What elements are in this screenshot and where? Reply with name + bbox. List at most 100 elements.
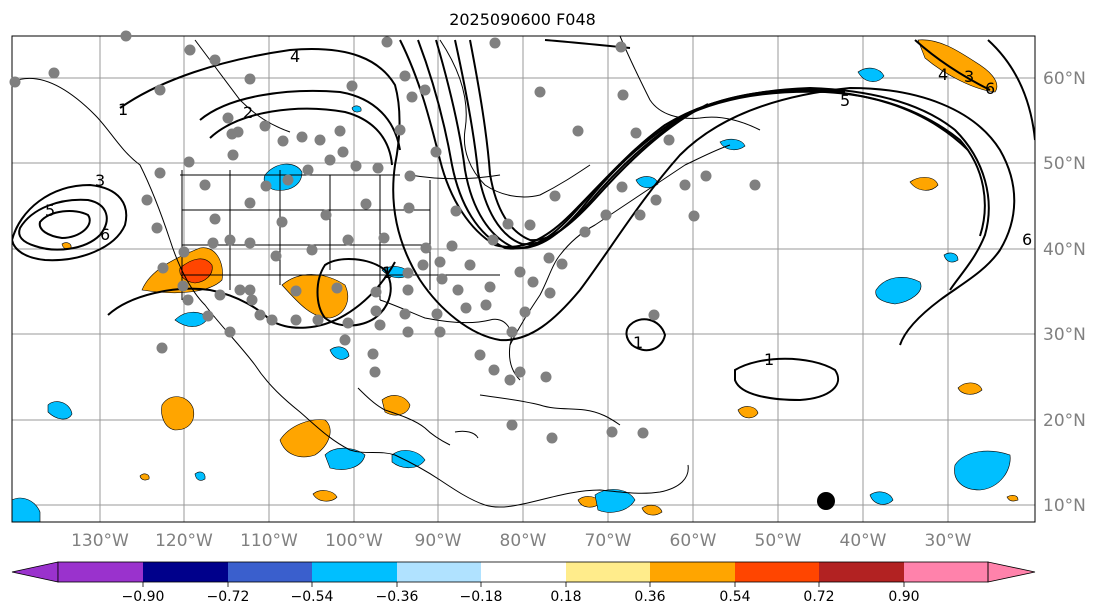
colorbar-segment <box>650 562 735 582</box>
station-dot <box>546 432 558 444</box>
station-dot <box>402 326 414 338</box>
station-dot <box>9 76 21 88</box>
station-dot <box>700 170 712 182</box>
lon-label: 80°W <box>500 531 547 551</box>
station-dot <box>450 205 462 217</box>
station-dot <box>350 160 362 172</box>
station-dot <box>277 135 289 147</box>
station-dot <box>276 216 288 228</box>
station-dot <box>207 237 219 249</box>
latitude-labels: 60°N 50°N 40°N 30°N 20°N 10°N <box>1043 69 1086 516</box>
station-dot <box>224 234 236 246</box>
lat-label: 60°N <box>1043 69 1086 89</box>
station-dot <box>484 281 496 293</box>
station-dot <box>431 308 443 320</box>
station-dot <box>434 326 446 338</box>
station-dot <box>688 210 700 222</box>
station-dot <box>324 154 336 166</box>
station-dot <box>296 131 308 143</box>
lat-label: 10°N <box>1043 496 1086 516</box>
station-dot <box>488 364 500 376</box>
station-dot <box>314 134 326 146</box>
negative-anomaly-areas <box>12 67 1011 522</box>
colorbar-outline <box>57 561 989 583</box>
station-dot <box>254 309 266 321</box>
station-dot <box>634 209 646 221</box>
station-dot <box>600 209 612 221</box>
station-dot <box>663 134 675 146</box>
station-dot <box>464 259 476 271</box>
station-dot <box>650 194 662 206</box>
lon-label: 40°W <box>840 531 887 551</box>
colorbar-arrow-low <box>11 561 59 583</box>
station-dot <box>183 156 195 168</box>
lon-label: 110°W <box>240 531 298 551</box>
station-dot <box>222 112 234 124</box>
station-dot <box>543 252 555 264</box>
station-dot <box>487 234 499 246</box>
station-dot <box>209 54 221 66</box>
station-dot <box>156 342 168 354</box>
contour-label: 1 <box>118 100 128 119</box>
lon-label: 60°W <box>670 531 717 551</box>
station-dot <box>120 30 132 42</box>
station-dot <box>406 91 418 103</box>
lat-label: 40°N <box>1043 240 1086 260</box>
station-dot <box>480 299 492 311</box>
station-dot <box>214 289 226 301</box>
colorbar-segment <box>228 562 312 582</box>
station-markers <box>9 30 761 444</box>
station-dot <box>370 305 382 317</box>
contour-label: 5 <box>45 201 55 220</box>
station-dot <box>648 309 660 321</box>
lat-label: 30°N <box>1043 325 1086 345</box>
station-dot <box>367 348 379 360</box>
station-dot <box>420 242 432 254</box>
station-dot <box>306 244 318 256</box>
station-dot <box>637 427 649 439</box>
map-title: 2025090600 F048 <box>449 10 596 29</box>
station-dot <box>48 67 60 79</box>
station-dot <box>402 284 414 296</box>
colorbar-tick: −0.18 <box>460 589 503 605</box>
station-dot <box>232 126 244 138</box>
station-dot <box>154 167 166 179</box>
colorbar-tick: −0.90 <box>122 589 165 605</box>
station-dot <box>534 86 546 98</box>
station-dot <box>524 219 536 231</box>
station-dot <box>417 259 429 271</box>
station-dot <box>178 246 190 258</box>
station-dot <box>342 234 354 246</box>
station-dot <box>399 70 411 82</box>
station-dot <box>572 125 584 137</box>
colorbar-tick: 0.54 <box>719 589 750 605</box>
contour-label: 4 <box>290 47 300 66</box>
station-dot <box>374 319 386 331</box>
colorbar-segment <box>397 562 481 582</box>
colorbar-segment <box>481 562 566 582</box>
station-dot <box>209 213 221 225</box>
colorbar-segment <box>58 562 143 582</box>
colorbar-tick: −0.54 <box>291 589 334 605</box>
station-dot <box>244 197 256 209</box>
station-dot <box>606 426 618 438</box>
lon-label: 90°W <box>415 531 462 551</box>
station-dot <box>394 124 406 136</box>
station-dot <box>182 294 194 306</box>
station-dot <box>549 190 561 202</box>
station-dot <box>270 250 282 262</box>
station-dot <box>506 419 518 431</box>
colorbar-tick-labels: −0.90 −0.72 −0.54 −0.36 −0.18 0.18 0.36 … <box>122 589 920 605</box>
lat-label: 20°N <box>1043 411 1086 431</box>
station-dot <box>331 282 343 294</box>
station-dot <box>290 285 302 297</box>
station-dot <box>157 262 169 274</box>
lon-label: 70°W <box>585 531 632 551</box>
contour-label: 6 <box>100 225 110 244</box>
colorbar-segment <box>735 562 819 582</box>
station-dot <box>579 226 591 238</box>
colorbar-tick: 0.72 <box>803 589 834 605</box>
black-marker-dot <box>817 492 835 510</box>
colorbar-segment <box>566 562 650 582</box>
